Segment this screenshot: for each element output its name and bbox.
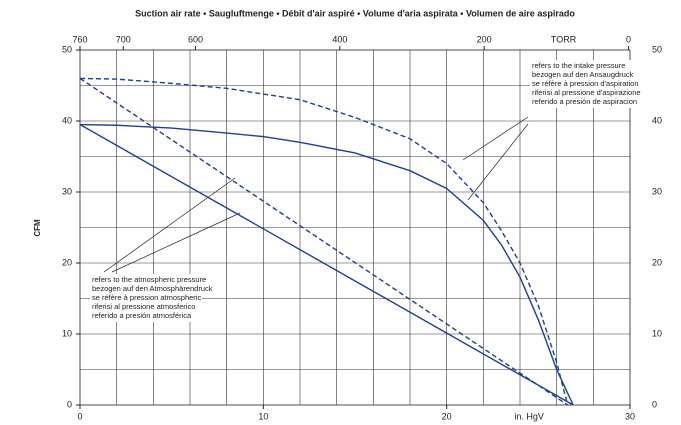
x2-tick-label: 200 <box>477 34 492 44</box>
annotation-text: se réfère à pression atmospheric <box>92 293 201 302</box>
data-line <box>79 77 569 406</box>
annotation-text: bezogen auf den Ansaugdruck <box>532 70 634 79</box>
x2-tick-label: 760 <box>72 34 87 44</box>
x-tick-label: 30 <box>625 411 635 421</box>
annotation-text: riferisi al pressione d'aspirazione <box>532 88 641 97</box>
annotation-bg <box>530 60 632 108</box>
leader-line <box>462 116 529 161</box>
y-tick-label: 10 <box>62 328 72 338</box>
x-axis-label: in. HgV <box>514 411 544 421</box>
annotation-bg <box>90 274 202 322</box>
y-tick-label: 30 <box>62 186 72 196</box>
leader-line <box>467 123 529 201</box>
data-line <box>79 123 574 406</box>
annotation-text: referido a presión atmosférica <box>92 311 192 320</box>
x2-tick-label: 0 <box>626 34 631 44</box>
annotation-text: referido a presión de aspiracion <box>532 97 637 106</box>
y2-tick-label: 40 <box>652 115 662 125</box>
annotation-text: bezogen auf den Atmosphärendruck <box>92 284 213 293</box>
y2-tick-label: 10 <box>652 328 662 338</box>
annotation-text: refers to the atmospheric pressure <box>92 275 206 284</box>
chart-title: Suction air rate • Saugluftmenge • Débit… <box>135 8 575 18</box>
x2-tick-label: 400 <box>332 34 347 44</box>
x-tick-label: 10 <box>258 411 268 421</box>
y2-tick-label: 20 <box>652 257 662 267</box>
data-line <box>79 123 574 406</box>
y-tick-label: 50 <box>62 44 72 54</box>
y2-tick-label: 50 <box>652 44 662 54</box>
leader-line <box>103 177 236 273</box>
y-tick-label: 40 <box>62 115 72 125</box>
y-tick-label: 20 <box>62 257 72 267</box>
y2-tick-label: 30 <box>652 186 662 196</box>
annotation-text: refers to the intake pressure <box>532 61 625 70</box>
data-line <box>79 77 569 406</box>
annotation-text: se réfère à pression d'aspiration <box>532 79 639 88</box>
x2-tick-label: 600 <box>188 34 203 44</box>
annotation-text: riferisi al pressione atmosferico <box>92 302 195 311</box>
x2-tick-label: 700 <box>116 34 131 44</box>
y-tick-label: 0 <box>67 399 72 409</box>
leader-line <box>111 212 241 273</box>
y2-tick-label: 0 <box>652 399 657 409</box>
x-tick-label: 20 <box>442 411 452 421</box>
y-axis-label: CFM <box>33 219 42 237</box>
x2-axis-label: TORR <box>551 34 577 44</box>
x-tick-label: 0 <box>77 411 82 421</box>
